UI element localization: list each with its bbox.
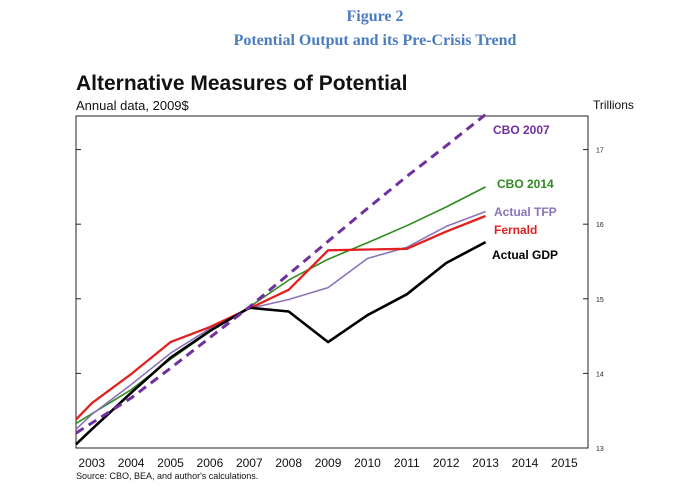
series-line-actual-gdp xyxy=(76,242,486,444)
series-label-actual-gdp: Actual GDP xyxy=(492,248,558,262)
plot-frame xyxy=(76,116,588,448)
x-tick-label: 2004 xyxy=(118,456,145,470)
x-tick-label: 2013 xyxy=(472,456,499,470)
x-tick-label: 2014 xyxy=(512,456,539,470)
x-tick-label: 2009 xyxy=(315,456,342,470)
series-label-cbo-2007: CBO 2007 xyxy=(493,123,550,137)
x-tick-label: 2006 xyxy=(197,456,224,470)
x-tick-label: 2005 xyxy=(157,456,184,470)
x-tick-label: 2015 xyxy=(551,456,578,470)
series-line-actual-tfp xyxy=(76,212,486,430)
x-tick-label: 2012 xyxy=(433,456,460,470)
x-tick-label: 2003 xyxy=(78,456,105,470)
x-tick-label: 2008 xyxy=(275,456,302,470)
y-tick-label: 16 xyxy=(596,222,604,229)
x-tick-label: 2007 xyxy=(236,456,263,470)
series-label-cbo-2014: CBO 2014 xyxy=(497,177,554,191)
y-tick-label: 13 xyxy=(596,446,604,453)
x-tick-label: 2010 xyxy=(354,456,381,470)
x-tick-label: 2011 xyxy=(394,456,420,470)
y-tick-label: 15 xyxy=(596,297,604,304)
y-tick-label: 14 xyxy=(596,371,604,378)
y-tick-label: 17 xyxy=(596,148,604,155)
series-label-fernald: Fernald xyxy=(494,223,537,237)
series-label-actual-tfp: Actual TFP xyxy=(494,205,557,219)
series-line-fernald xyxy=(76,216,486,420)
